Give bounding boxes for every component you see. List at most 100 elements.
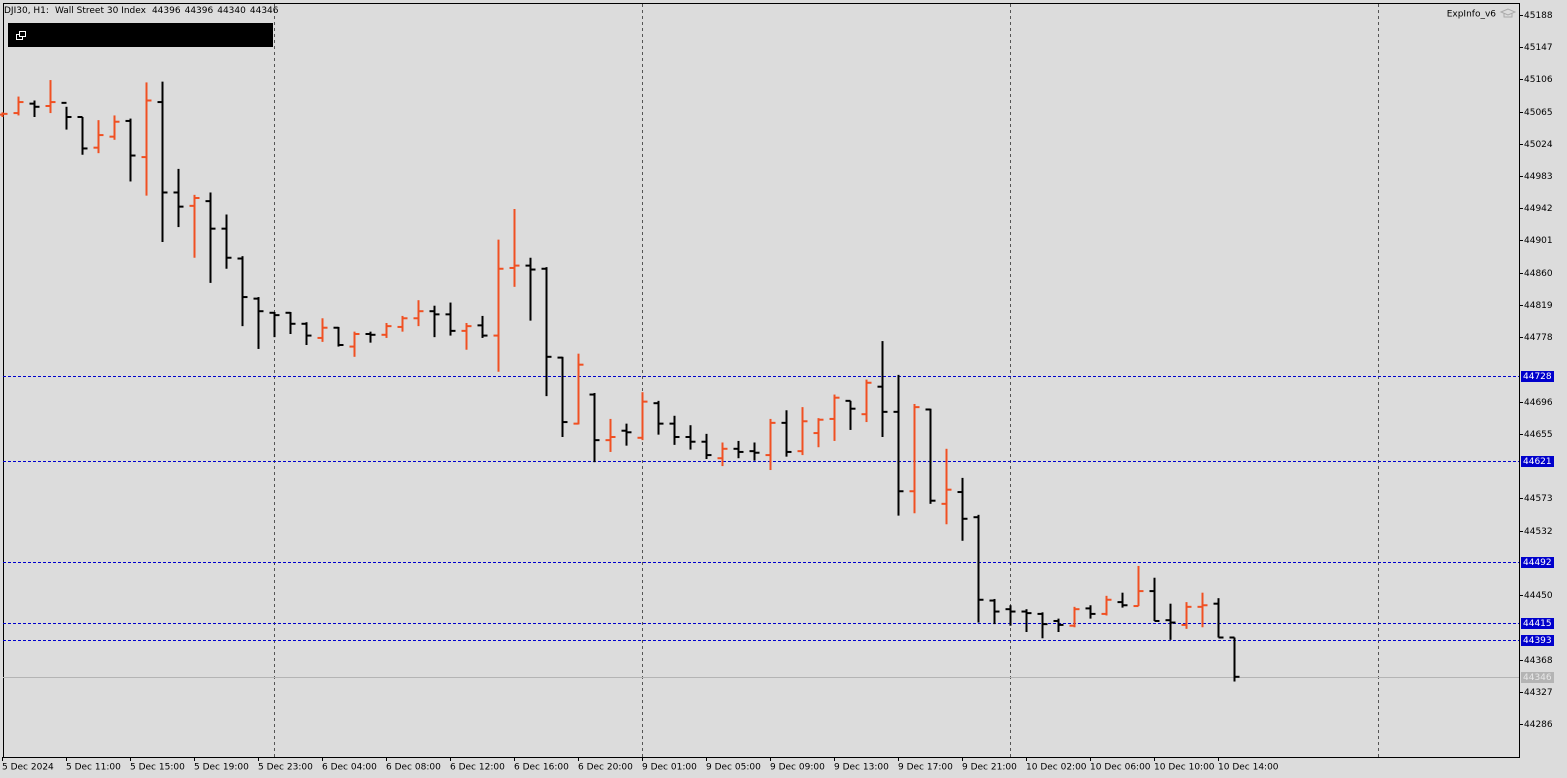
x-tick-label: 10 Dec 14:00	[1218, 763, 1279, 773]
ohlc-bar	[301, 322, 312, 346]
x-tick-label: 9 Dec 13:00	[834, 763, 889, 773]
ohlc-bar	[381, 322, 392, 338]
y-tick-label: 44819	[1524, 301, 1553, 311]
ohlc-bar	[1165, 603, 1176, 640]
ohlc-bar	[1021, 609, 1032, 632]
ohlc-bar	[637, 392, 648, 441]
ohlc-bar	[173, 168, 184, 228]
ohlc-bar	[1213, 598, 1224, 639]
restore-icon[interactable]	[16, 31, 26, 40]
y-tick-label: 44860	[1524, 269, 1553, 279]
icon-part	[19, 31, 26, 37]
ohlc-bar	[93, 120, 104, 154]
ohlc-bar	[333, 326, 344, 347]
ohlc-bar	[1069, 606, 1080, 628]
y-tick-label: 44696	[1524, 398, 1553, 408]
ohlc-bar	[749, 442, 760, 461]
ohlc-bar	[733, 440, 744, 459]
y-tick-label: 45024	[1524, 140, 1553, 150]
y-tick-label: 44532	[1524, 527, 1553, 537]
level-label: 44492	[1523, 558, 1552, 568]
ohlc-bar	[557, 356, 568, 438]
ohlc-bar	[189, 194, 200, 258]
ohlc-bar	[1037, 612, 1048, 639]
ohlc-bar	[989, 598, 1000, 625]
ohlc-bar	[157, 81, 168, 243]
ohlc-bar	[1053, 618, 1064, 632]
ohlc-bar	[1133, 565, 1144, 608]
ohlc-bar	[781, 410, 792, 457]
ohlc-bar	[861, 379, 872, 423]
ohlc-bar	[237, 256, 248, 327]
ohlc-bar	[1229, 636, 1240, 682]
x-tick-label: 9 Dec 17:00	[898, 763, 953, 773]
ohlc-bar	[1117, 592, 1128, 608]
ohlc-bar	[509, 208, 520, 287]
level-badge	[1521, 618, 1554, 629]
ohlc-bar	[765, 418, 776, 471]
y-tick-label: 44942	[1524, 204, 1553, 214]
level-label: 44621	[1523, 457, 1552, 467]
ohlc-bar	[317, 318, 328, 342]
ohlc-bar	[61, 101, 72, 130]
ohlc-bar	[845, 399, 856, 430]
ohlc-bar	[461, 322, 472, 350]
symbol: DJI30, H1:	[4, 6, 49, 16]
ohlc-bar	[221, 214, 232, 269]
last-close: 44346	[250, 6, 279, 16]
x-tick-label: 5 Dec 15:00	[130, 763, 185, 773]
level-badge	[1521, 371, 1554, 382]
y-tick-label: 45106	[1524, 75, 1553, 85]
ohlc-bar	[621, 423, 632, 446]
ohlc-bar	[1101, 595, 1112, 616]
ohlc-bar	[925, 408, 936, 504]
chart-header: DJI30, H1: Wall Street 30 Index 44396 44396…	[4, 6, 279, 16]
x-tick-label: 5 Dec 23:00	[258, 763, 313, 773]
ohlc-bar	[893, 374, 904, 516]
x-tick-label: 10 Dec 10:00	[1154, 763, 1215, 773]
level-label: 44728	[1523, 372, 1552, 382]
icon-part	[1499, 8, 1517, 18]
ohlc-bar	[1085, 605, 1096, 619]
ohlc-bar	[349, 331, 360, 357]
ohlc-bar	[957, 477, 968, 541]
ohlc-bar	[701, 433, 712, 460]
ohlc-bar	[429, 305, 440, 338]
x-tick-label: 9 Dec 21:00	[962, 763, 1017, 773]
ohlc-bar	[877, 341, 888, 438]
ohlc-bar	[973, 514, 984, 623]
ohlc-bar	[13, 96, 24, 116]
ohlc-bar	[829, 394, 840, 441]
plot-frame	[3, 3, 1520, 758]
y-tick-label: 44983	[1524, 172, 1553, 182]
ohlc-bar	[541, 267, 552, 397]
indicator-panel[interactable]	[8, 23, 273, 47]
ohlc-bar	[685, 425, 696, 450]
ohlc-bar	[1149, 577, 1160, 622]
ohlc-bar	[813, 418, 824, 448]
y-tick-label: 44286	[1524, 720, 1553, 730]
y-tick-label: 45065	[1524, 108, 1553, 118]
ohlc-bar	[1197, 592, 1208, 628]
x-tick-label: 9 Dec 01:00	[642, 763, 697, 773]
x-tick-label: 5 Dec 2024	[2, 763, 54, 773]
y-tick-label: 44655	[1524, 430, 1553, 440]
ohlc-bar	[0, 112, 8, 118]
ohlc-bar	[365, 331, 376, 343]
level-label: 44415	[1523, 619, 1552, 629]
y-tick-label: 45147	[1524, 43, 1553, 53]
y-tick-label: 44450	[1524, 591, 1553, 601]
ohlc-bar	[525, 257, 536, 321]
ohlc-bar	[1181, 602, 1192, 629]
ohlc-bar	[253, 297, 264, 349]
y-tick-label: 45188	[1524, 11, 1553, 21]
ohlc-bar	[413, 300, 424, 327]
ohlc-bar	[717, 442, 728, 467]
ohlc-bar	[29, 100, 40, 118]
ohlc-bar	[573, 353, 584, 425]
ohlc-bar	[477, 315, 488, 338]
last-high: 44396	[185, 6, 214, 16]
instrument: Wall Street 30 Index	[55, 6, 147, 16]
ohlc-bar	[909, 403, 920, 514]
